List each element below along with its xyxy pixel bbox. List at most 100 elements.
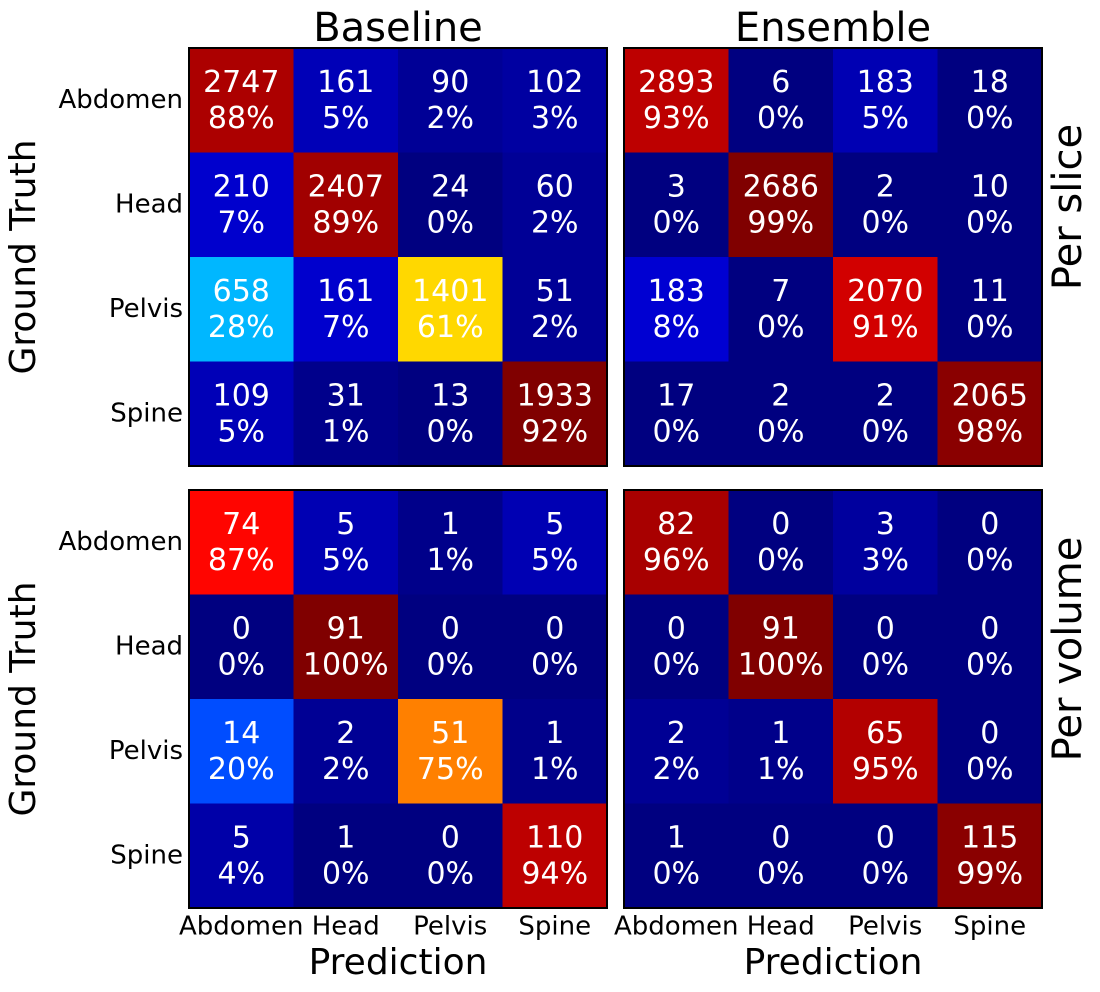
y-axis-label: Ground Truth <box>3 581 44 816</box>
cell-percent: 0% <box>861 414 909 449</box>
heatmap-cell <box>293 257 399 362</box>
heatmap-cell <box>833 48 938 153</box>
cell-count: 51 <box>431 716 469 751</box>
cell-percent: 88% <box>208 101 275 136</box>
cell-percent: 3% <box>861 543 909 578</box>
cell-percent: 0% <box>531 647 579 682</box>
cell-percent: 2% <box>426 101 474 136</box>
cell-percent: 0% <box>757 310 805 345</box>
cell-count: 0 <box>980 716 999 751</box>
cell-count: 0 <box>876 820 895 855</box>
cell-percent: 89% <box>312 205 379 240</box>
heatmap-cell <box>728 490 834 595</box>
heatmap-cell <box>728 594 834 700</box>
cell-percent: 92% <box>521 414 588 449</box>
cell-percent: 99% <box>747 205 814 240</box>
cell-percent: 100% <box>303 647 389 682</box>
heatmap-cell <box>624 594 729 700</box>
cell-count: 0 <box>441 820 460 855</box>
heatmap-cell <box>502 699 608 804</box>
row-title: Per volume <box>1045 537 1091 762</box>
x-tick-label: Spine <box>953 912 1026 942</box>
heatmap-cell <box>937 490 1043 595</box>
cell-count: 13 <box>431 378 469 413</box>
heatmap-cell <box>189 490 294 595</box>
heatmap-cell <box>293 152 399 258</box>
cell-percent: 0% <box>426 414 474 449</box>
cell-count: 51 <box>536 274 574 309</box>
heatmap-cell <box>189 699 294 804</box>
heatmap-cell <box>398 152 503 258</box>
cell-count: 1933 <box>517 378 593 413</box>
cell-count: 10 <box>971 169 1009 204</box>
cell-percent: 0% <box>757 543 805 578</box>
cell-percent: 0% <box>217 647 265 682</box>
cell-count: 1 <box>667 820 686 855</box>
heatmap-cell <box>502 257 608 362</box>
cell-percent: 96% <box>643 543 710 578</box>
cell-count: 0 <box>980 507 999 542</box>
y-tick-label: Spine <box>110 840 183 870</box>
cell-percent: 0% <box>652 205 700 240</box>
cell-count: 0 <box>667 611 686 646</box>
cell-percent: 8% <box>652 310 700 345</box>
cell-count: 5 <box>545 507 564 542</box>
cell-percent: 3% <box>531 101 579 136</box>
cell-count: 1 <box>336 820 355 855</box>
cell-percent: 5% <box>861 101 909 136</box>
cell-percent: 0% <box>652 856 700 891</box>
cell-percent: 99% <box>956 856 1023 891</box>
heatmap-cell <box>833 699 938 804</box>
cell-percent: 7% <box>322 310 370 345</box>
cell-percent: 5% <box>217 414 265 449</box>
cell-percent: 0% <box>652 647 700 682</box>
heatmap-cell <box>833 361 938 467</box>
heatmap-cell <box>502 152 608 258</box>
cell-percent: 94% <box>521 856 588 891</box>
cell-count: 11 <box>971 274 1009 309</box>
x-tick-label: Head <box>312 912 380 942</box>
heatmap-cell <box>398 699 503 804</box>
cell-percent: 98% <box>956 414 1023 449</box>
y-tick-label: Abdomen <box>58 85 183 115</box>
cell-count: 5 <box>232 820 251 855</box>
cell-percent: 95% <box>852 752 919 787</box>
y-tick-label: Pelvis <box>109 736 183 766</box>
heatmap-cell <box>189 257 294 362</box>
cell-percent: 5% <box>322 543 370 578</box>
heatmap-cell <box>833 594 938 700</box>
heatmap-cell <box>189 48 294 153</box>
heatmap-cell <box>728 48 834 153</box>
cell-percent: 0% <box>966 752 1014 787</box>
heatmap-cell <box>398 48 503 153</box>
x-axis-label: Prediction <box>744 942 923 983</box>
y-tick-label: Head <box>115 189 183 219</box>
heatmap-cell <box>293 361 399 467</box>
heatmap-cell <box>293 699 399 804</box>
heatmap-cell <box>293 490 399 595</box>
cell-percent: 0% <box>757 101 805 136</box>
cell-percent: 0% <box>966 101 1014 136</box>
cell-count: 91 <box>762 611 800 646</box>
cell-count: 2 <box>876 169 895 204</box>
heatmap-cell <box>937 803 1043 909</box>
y-tick-label: Abdomen <box>58 527 183 557</box>
cell-percent: 0% <box>426 856 474 891</box>
cell-count: 161 <box>317 65 374 100</box>
cell-count: 0 <box>232 611 251 646</box>
panel-frame <box>623 47 1043 467</box>
x-tick-label: Abdomen <box>179 912 304 942</box>
heatmap-cell <box>833 490 938 595</box>
cell-count: 183 <box>648 274 705 309</box>
heatmap-cell <box>833 152 938 258</box>
cell-percent: 0% <box>966 543 1014 578</box>
heatmap-cell <box>728 152 834 258</box>
cell-count: 0 <box>545 611 564 646</box>
cell-count: 2747 <box>203 65 279 100</box>
y-tick-label: Pelvis <box>109 294 183 324</box>
heatmap-cell <box>937 699 1043 804</box>
cell-percent: 91% <box>852 310 919 345</box>
heatmap-cell <box>937 257 1043 362</box>
cell-percent: 0% <box>966 310 1014 345</box>
cell-count: 2 <box>336 716 355 751</box>
